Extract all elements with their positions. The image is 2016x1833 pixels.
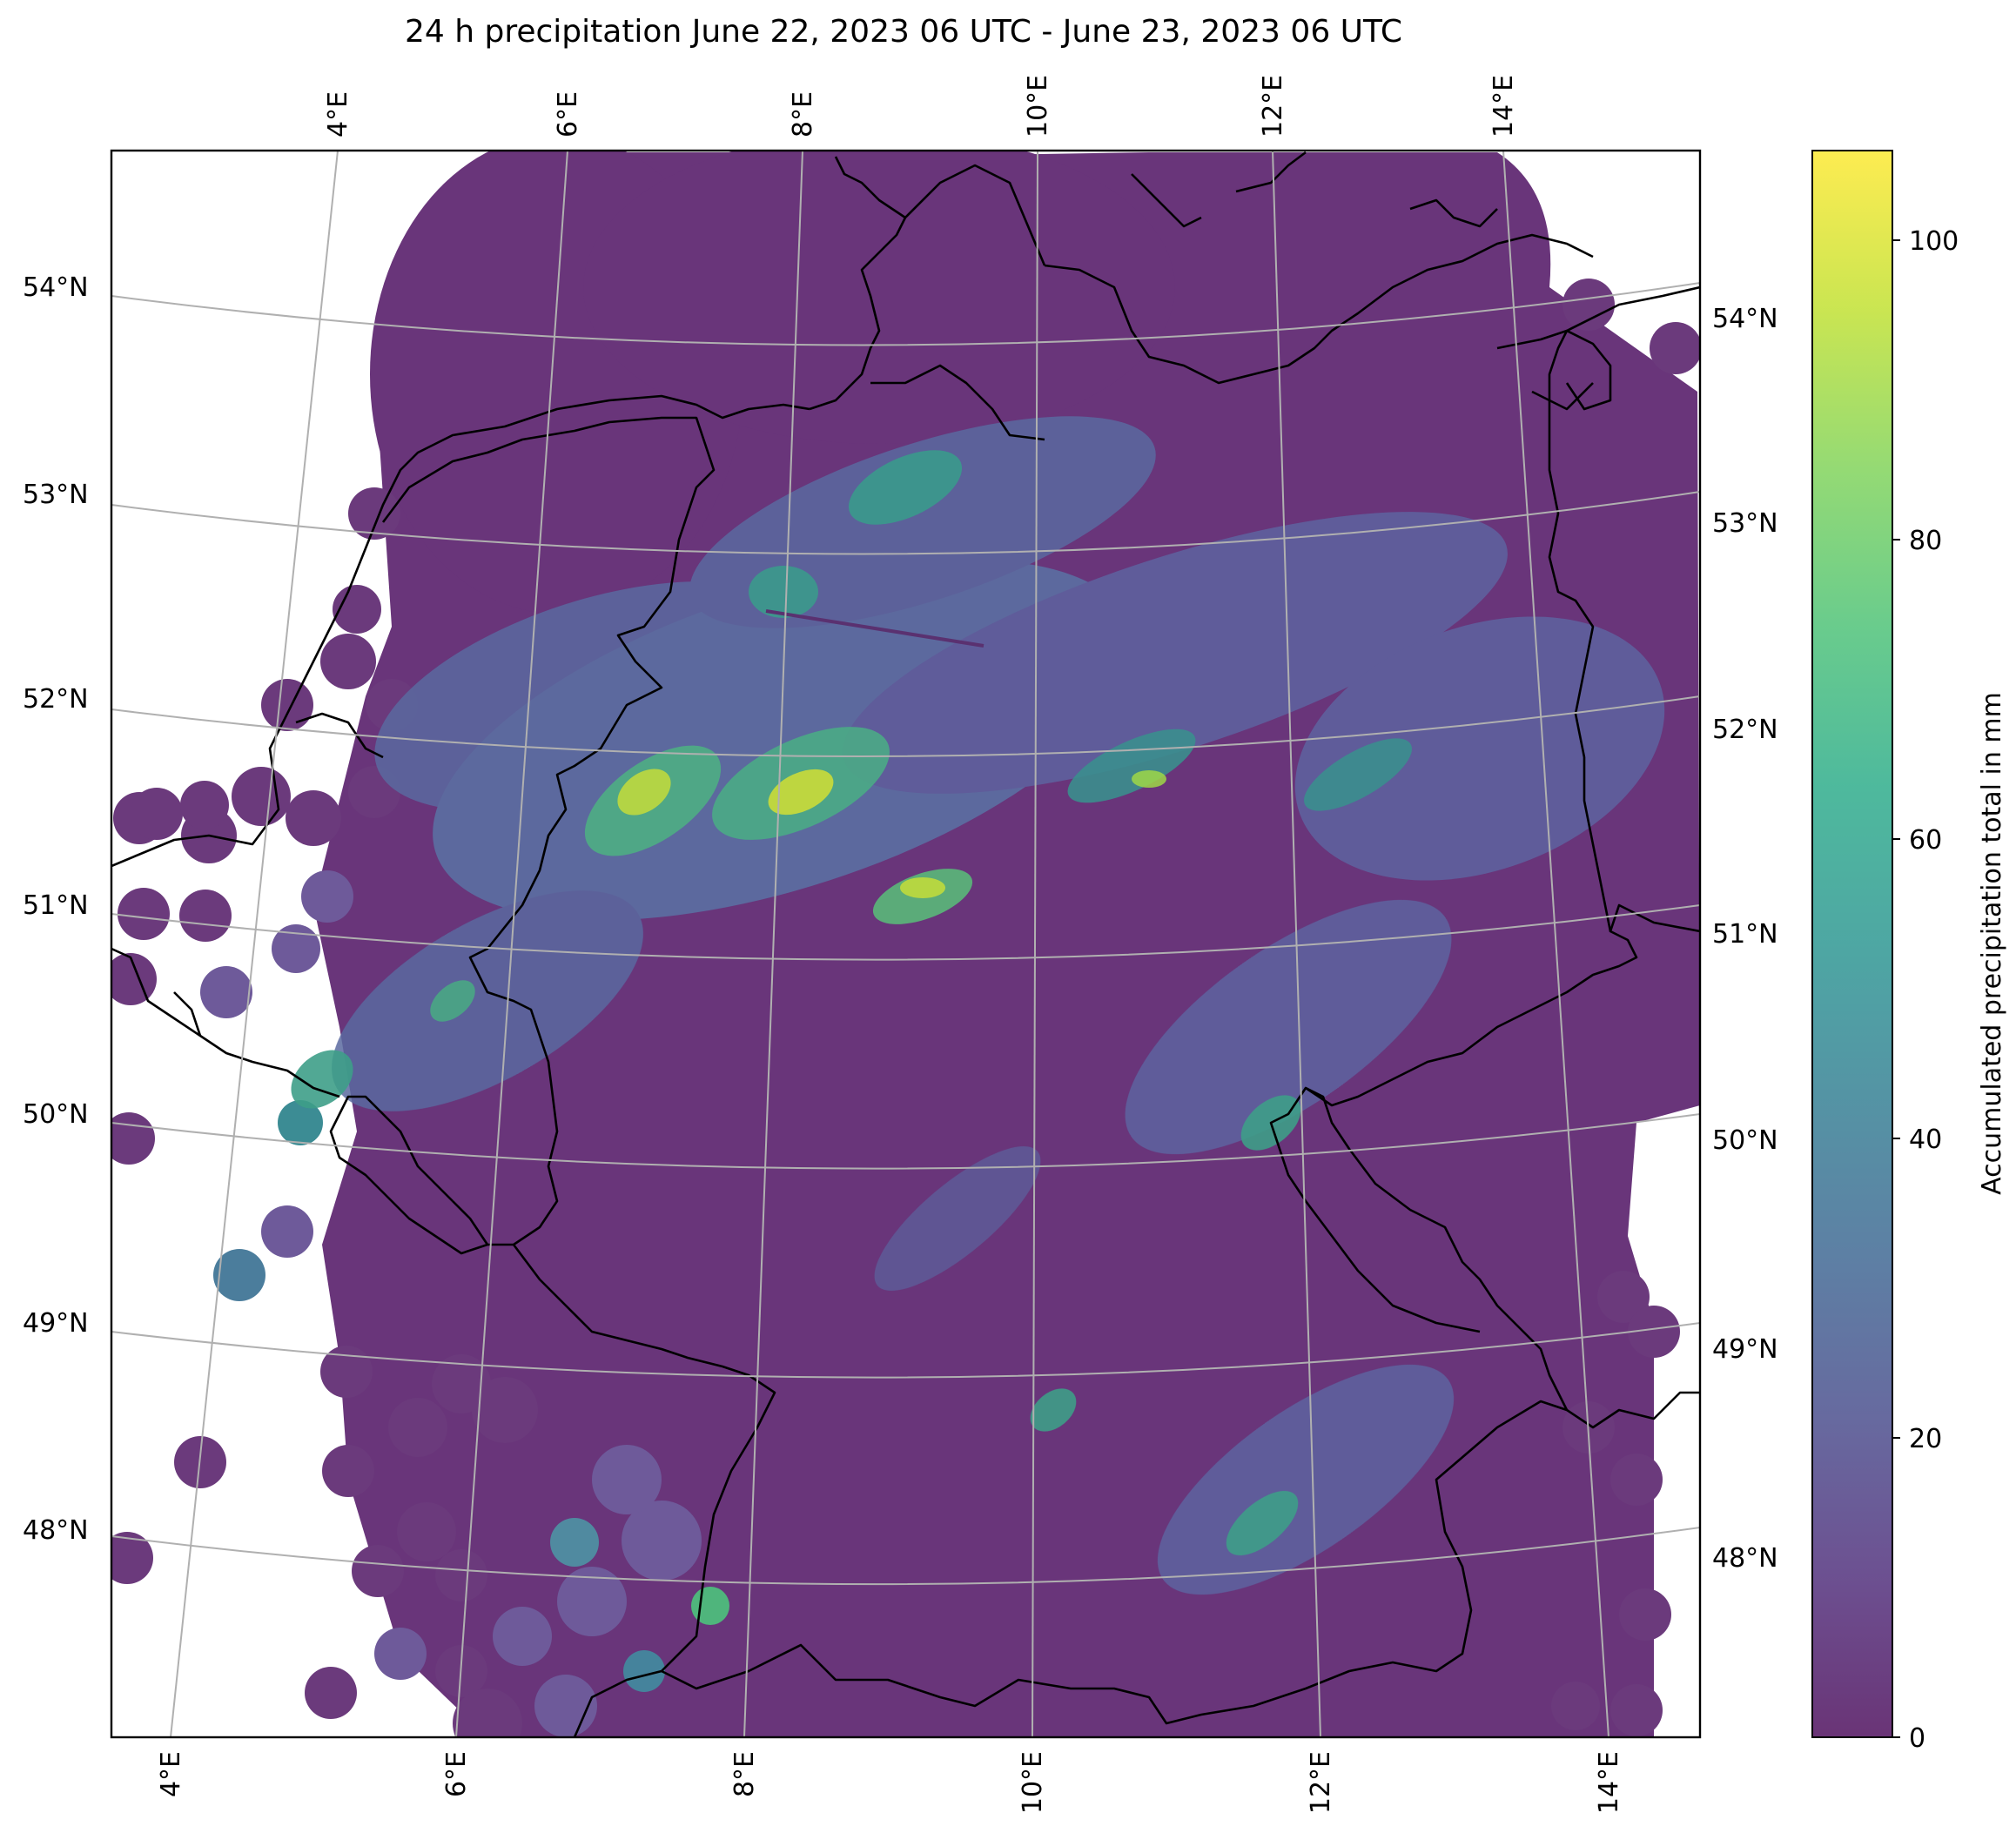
lon-top-label: 12°E [1258, 75, 1288, 138]
colorbar-tick-label: 60 [1909, 825, 1942, 856]
lat-right-label: 49°N [1712, 1334, 1778, 1365]
lat-left-label: 52°N [23, 684, 89, 715]
lat-labels-left: 54°N 53°N 52°N 51°N 50°N 49°N 48°N [23, 272, 89, 1546]
lat-right-label: 51°N [1712, 919, 1778, 950]
lon-labels-top: 4°E 6°E 8°E 10°E 12°E 14°E [323, 75, 1519, 138]
lon-bottom-label: 12°E [1306, 1751, 1336, 1814]
lat-right-label: 48°N [1712, 1543, 1778, 1574]
lat-left-label: 51°N [23, 890, 89, 921]
lon-bottom-label: 6°E [441, 1751, 472, 1797]
precipitation-field [111, 151, 1700, 1737]
lon-top-label: 6°E [553, 91, 583, 138]
lon-bottom-label: 8°E [729, 1751, 760, 1797]
colorbar-tick-label: 80 [1909, 526, 1942, 556]
lat-labels-right: 54°N 53°N 52°N 51°N 50°N 49°N 48°N [1712, 304, 1778, 1574]
lon-top-label: 8°E [788, 91, 818, 138]
colorbar: 0 20 40 60 80 100 Accumulated precipitat… [1811, 150, 2007, 1754]
lon-labels-bottom: 4°E 6°E 8°E 10°E 12°E 14°E [156, 1751, 1624, 1814]
lon-bottom-label: 14°E [1594, 1751, 1624, 1814]
colorbar-tick-label: 20 [1909, 1424, 1942, 1454]
lon-top-label: 14°E [1488, 75, 1519, 138]
colorbar-tick-label: 100 [1909, 226, 1959, 257]
colorbar-frame [1811, 150, 1893, 1738]
lat-right-label: 50°N [1712, 1125, 1778, 1156]
lat-right-label: 52°N [1712, 715, 1778, 745]
graticule [111, 151, 1700, 1737]
colorbar-label: Accumulated precipitation total in mm [1977, 692, 2007, 1195]
coastlines [111, 151, 1700, 1737]
lat-right-label: 54°N [1712, 304, 1778, 334]
lon-top-label: 10°E [1023, 75, 1053, 138]
colorbar-tick-label: 40 [1909, 1125, 1942, 1155]
lat-left-label: 49°N [23, 1308, 89, 1339]
lat-left-label: 54°N [23, 272, 89, 303]
colorbar-gradient [1812, 151, 1892, 1737]
lat-left-label: 50°N [23, 1099, 89, 1130]
lat-right-label: 53°N [1712, 508, 1778, 539]
lat-left-label: 53°N [23, 480, 89, 510]
lon-top-label: 4°E [323, 91, 353, 138]
lat-left-label: 48°N [23, 1515, 89, 1546]
map-frame [110, 149, 1702, 1739]
map-title: 24 h precipitation June 22, 2023 06 UTC … [404, 14, 1403, 50]
lon-bottom-label: 10°E [1018, 1751, 1048, 1814]
colorbar-tick-label: 0 [1909, 1723, 1925, 1754]
lon-bottom-label: 4°E [156, 1751, 186, 1797]
